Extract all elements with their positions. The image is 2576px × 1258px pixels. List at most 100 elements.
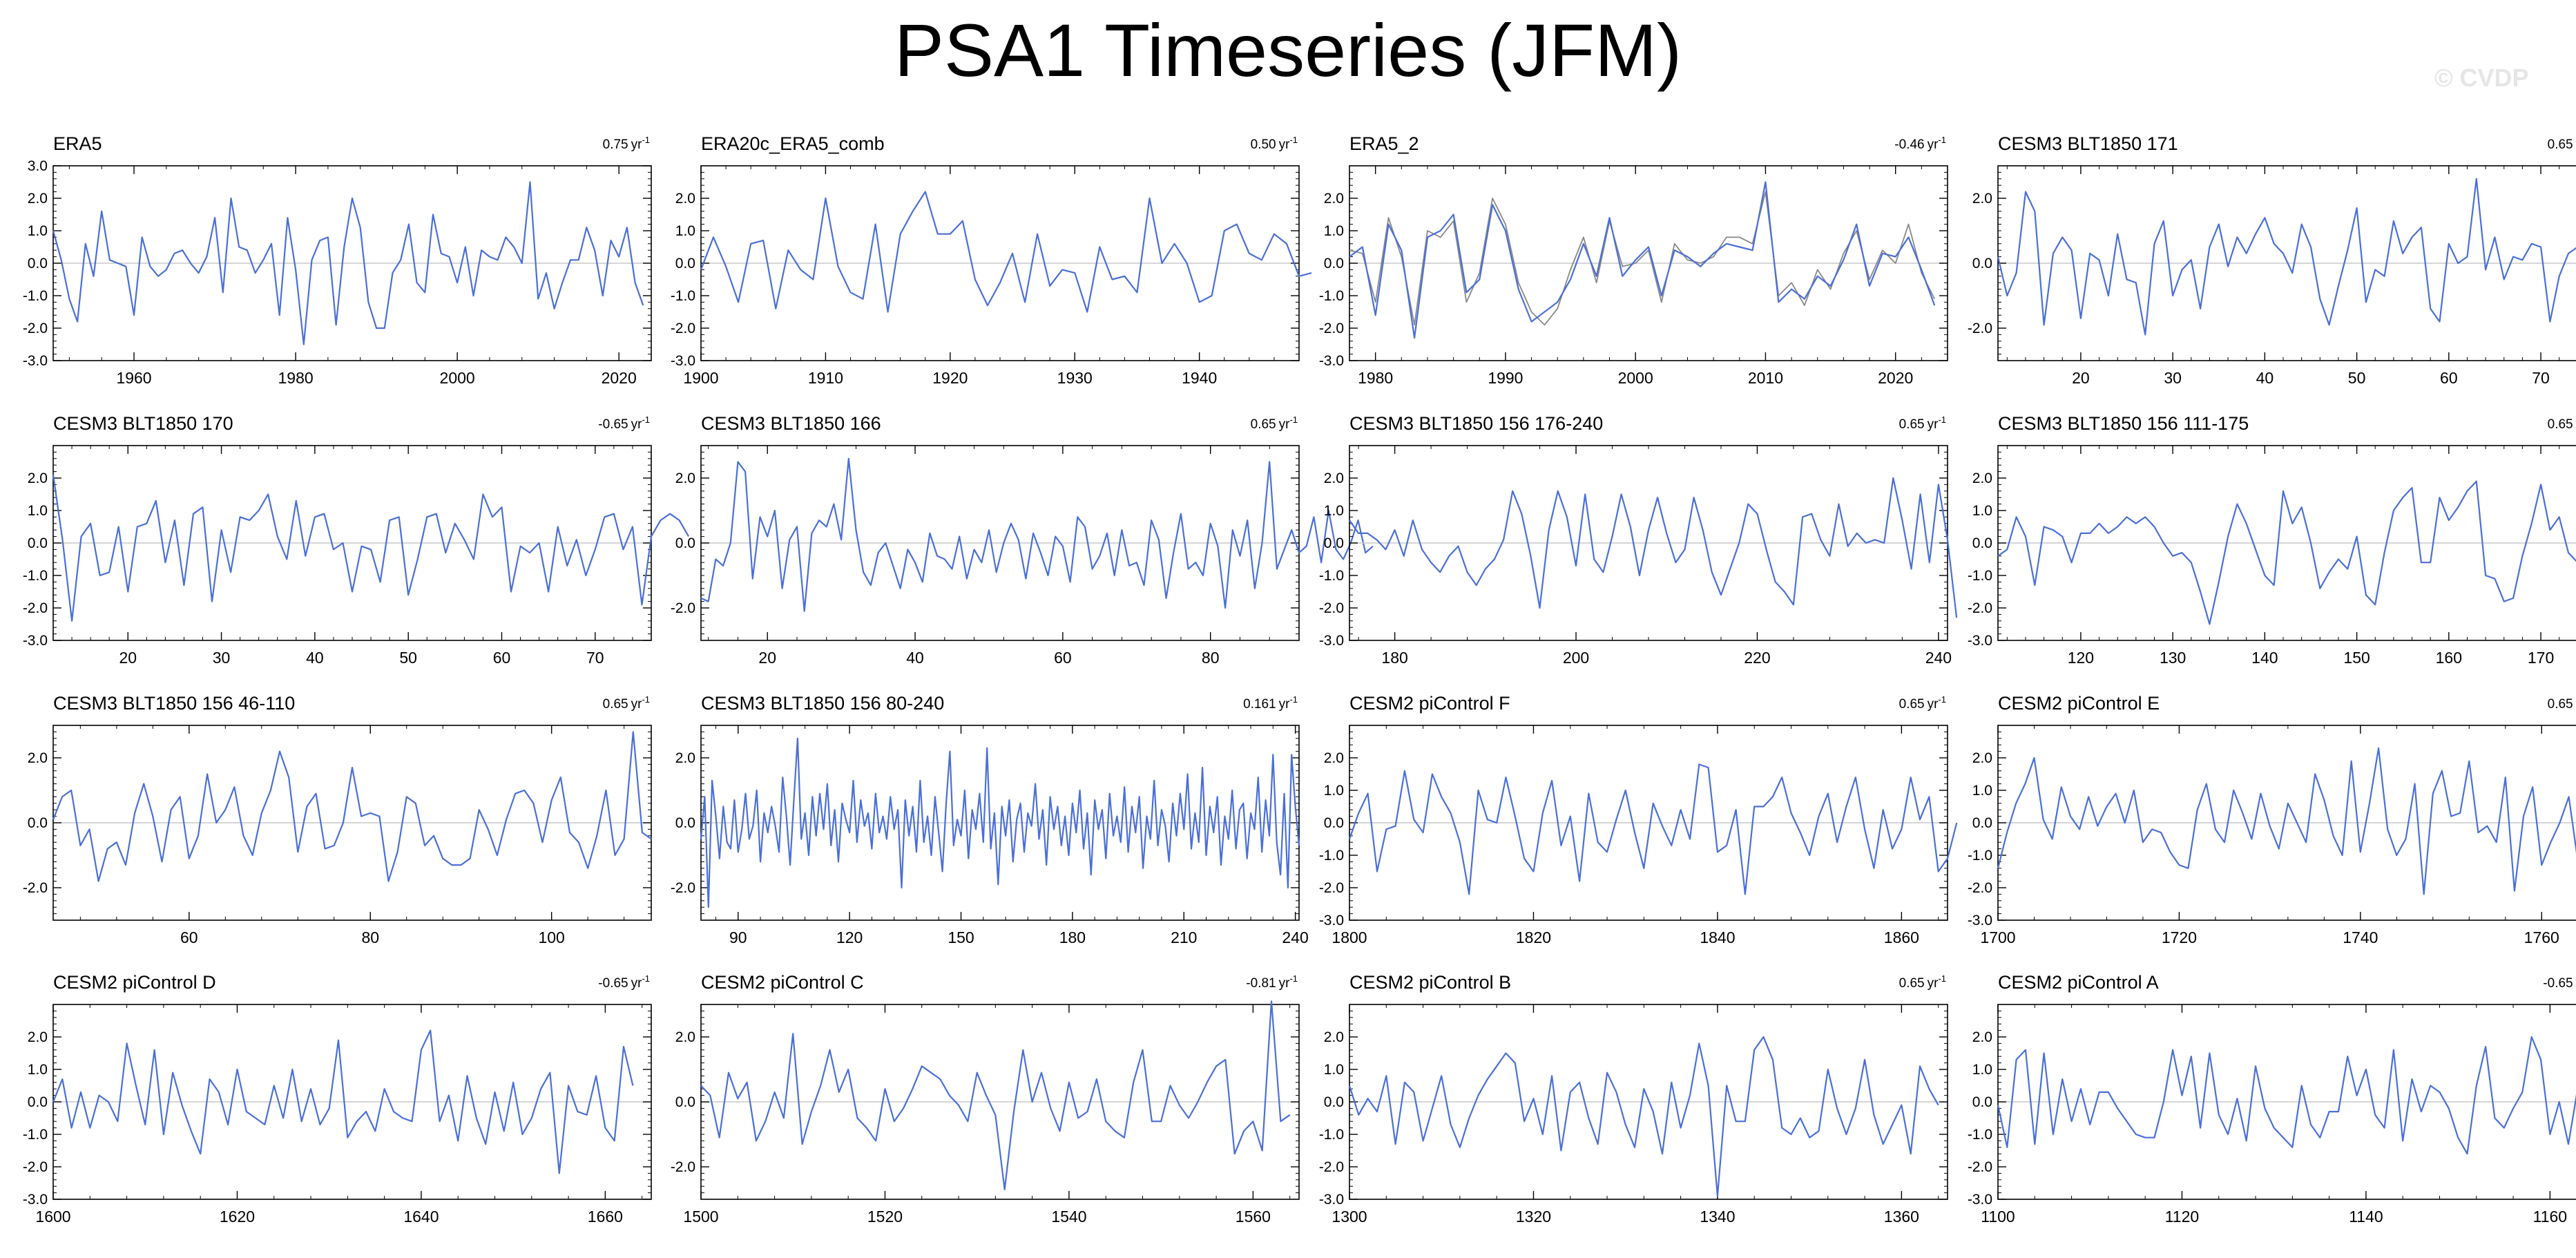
y-tick-label: 2.0	[1972, 470, 1992, 486]
x-tick-label: 1340	[1700, 1208, 1735, 1226]
panel-title: CESM2 piControl A	[1998, 972, 2159, 993]
y-tick-label: -2.0	[1319, 600, 1344, 616]
y-tick-label: -1.0	[23, 288, 48, 304]
x-tick-label: 1910	[808, 369, 843, 387]
trend-exponent: -1	[1938, 135, 1946, 145]
x-tick-label: 160	[2436, 649, 2462, 667]
panel-4: CESM3 BLT1850 170 -0.65 yr-1 2.0 1.0 0.0 -1.0 -…	[23, 413, 690, 667]
series-line	[700, 191, 1312, 313]
y-tick-label: 1.0	[28, 1062, 48, 1078]
y-tick-label: -1.0	[1968, 568, 1992, 584]
x-tick-label: 40	[2256, 369, 2274, 387]
series-line	[700, 1000, 1291, 1191]
y-tick-label: 1.0	[1324, 503, 1344, 519]
panel-title: ERA20c_ERA5_comb	[701, 133, 885, 154]
y-tick-label: 2.0	[675, 470, 695, 486]
series-line	[1997, 747, 2576, 895]
series-line	[1349, 181, 1936, 339]
x-tick-label: 2000	[1618, 369, 1653, 387]
trend-label: 0.161 yr-1	[1243, 694, 1298, 712]
x-tick-label: 90	[729, 928, 747, 946]
panel-9: CESM3 BLT1850 156 80-240 0.161 yr-1 2.0 0.0 -…	[671, 693, 1309, 946]
y-tick-label: -1.0	[1319, 568, 1344, 584]
y-tick-label: -3.0	[23, 1192, 48, 1208]
panel-title: CESM3 BLT1850 156 176-240	[1349, 413, 1603, 434]
trend-exponent: -1	[1938, 414, 1946, 425]
trend-exponent: -1	[1289, 135, 1298, 145]
y-tick-label: 1.0	[1972, 503, 1992, 519]
x-tick-label: 1320	[1516, 1208, 1551, 1226]
y-tick-label: 1.0	[1972, 783, 1992, 799]
panel-title: CESM2 piControl C	[701, 972, 864, 993]
trend-unit: yr	[1279, 976, 1291, 991]
trend-value: 0.50	[1251, 137, 1276, 152]
trend-exponent: -1	[1938, 694, 1946, 705]
x-tick-label: 70	[2532, 369, 2550, 387]
x-tick-label: 180	[1059, 928, 1086, 946]
x-tick-label: 1740	[2343, 928, 2378, 946]
x-tick-label: 20	[119, 649, 137, 667]
y-tick-label: -1.0	[1319, 848, 1344, 864]
x-tick-label: 30	[2164, 369, 2182, 387]
y-tick-label: 2.0	[675, 750, 695, 766]
y-tick-label: -1.0	[1319, 288, 1344, 304]
y-tick-label: -2.0	[671, 1159, 695, 1175]
panel-5: CESM3 BLT1850 166 0.65 yr-1 2.0 0.0 -2.0 20 40 6…	[671, 413, 1374, 667]
trend-unit: yr	[1279, 417, 1291, 432]
trend-unit: yr	[631, 137, 643, 152]
trend-exponent: -1	[1289, 694, 1298, 705]
y-tick-label: -2.0	[23, 1159, 48, 1175]
x-tick-label: 150	[2343, 649, 2370, 667]
x-tick-label: 240	[1925, 649, 1952, 667]
y-tick-label: -2.0	[1968, 321, 1992, 336]
watermark: © CVDP	[2434, 64, 2529, 92]
y-tick-label: -2.0	[671, 880, 695, 896]
trend-value: -0.65	[2543, 976, 2573, 991]
x-tick-label: 1980	[278, 369, 313, 387]
y-tick-label: -3.0	[1319, 633, 1344, 649]
panel-title: ERA5_2	[1349, 133, 1419, 154]
y-tick-label: 0.0	[675, 815, 695, 831]
panel-6: CESM3 BLT1850 156 176-240 0.65 yr-1 2.0 1.0 0…	[1319, 413, 1958, 667]
x-tick-label: 60	[1054, 649, 1072, 667]
trend-exponent: -1	[1289, 414, 1298, 425]
y-tick-label: 2.0	[1972, 1029, 1992, 1045]
panel-8: CESM3 BLT1850 156 46-110 0.65 yr-1 2.0 0.0 -2…	[23, 693, 652, 946]
y-tick-label: 3.0	[28, 158, 48, 174]
panel-title: CESM2 piControl F	[1349, 693, 1510, 714]
x-tick-label: 1160	[2533, 1208, 2567, 1226]
series-line	[52, 475, 690, 622]
y-tick-label: 2.0	[28, 1029, 48, 1045]
x-tick-label: 1900	[683, 369, 718, 387]
x-tick-label: 1140	[2349, 1208, 2383, 1226]
y-tick-label: -2.0	[671, 321, 695, 336]
series-line	[700, 457, 1374, 612]
trend-unit: yr	[631, 417, 643, 432]
y-tick-label: 0.0	[28, 256, 48, 271]
trend-value: 0.65	[2548, 697, 2573, 712]
y-tick-label: 2.0	[1972, 191, 1992, 207]
y-tick-label: 2.0	[675, 1029, 695, 1045]
x-tick-label: 1100	[1981, 1208, 2015, 1226]
x-tick-label: 70	[586, 649, 604, 667]
y-tick-label: -1.0	[1319, 1127, 1344, 1143]
y-tick-label: -2.0	[1319, 1159, 1344, 1175]
y-tick-label: -2.0	[1968, 880, 1992, 896]
y-tick-label: 0.0	[1324, 535, 1344, 551]
x-tick-label: 1600	[35, 1208, 70, 1226]
trend-unit: yr	[1928, 137, 1939, 152]
y-tick-label: -2.0	[23, 321, 48, 336]
y-tick-label: -3.0	[1319, 913, 1344, 928]
x-tick-label: 180	[1381, 649, 1407, 667]
y-tick-label: -1.0	[671, 288, 695, 304]
y-tick-label: -1.0	[23, 568, 48, 584]
x-tick-label: 1620	[220, 1208, 255, 1226]
trend-label: 0.75 yr-1	[603, 135, 650, 152]
panel-0: ERA5 0.75 yr-1 3.0 2.0 1.0 0.0 -1.0 -2.0 -3.0 1960…	[23, 133, 652, 387]
y-tick-label: 2.0	[28, 470, 48, 486]
trend-unit: yr	[1279, 697, 1291, 712]
